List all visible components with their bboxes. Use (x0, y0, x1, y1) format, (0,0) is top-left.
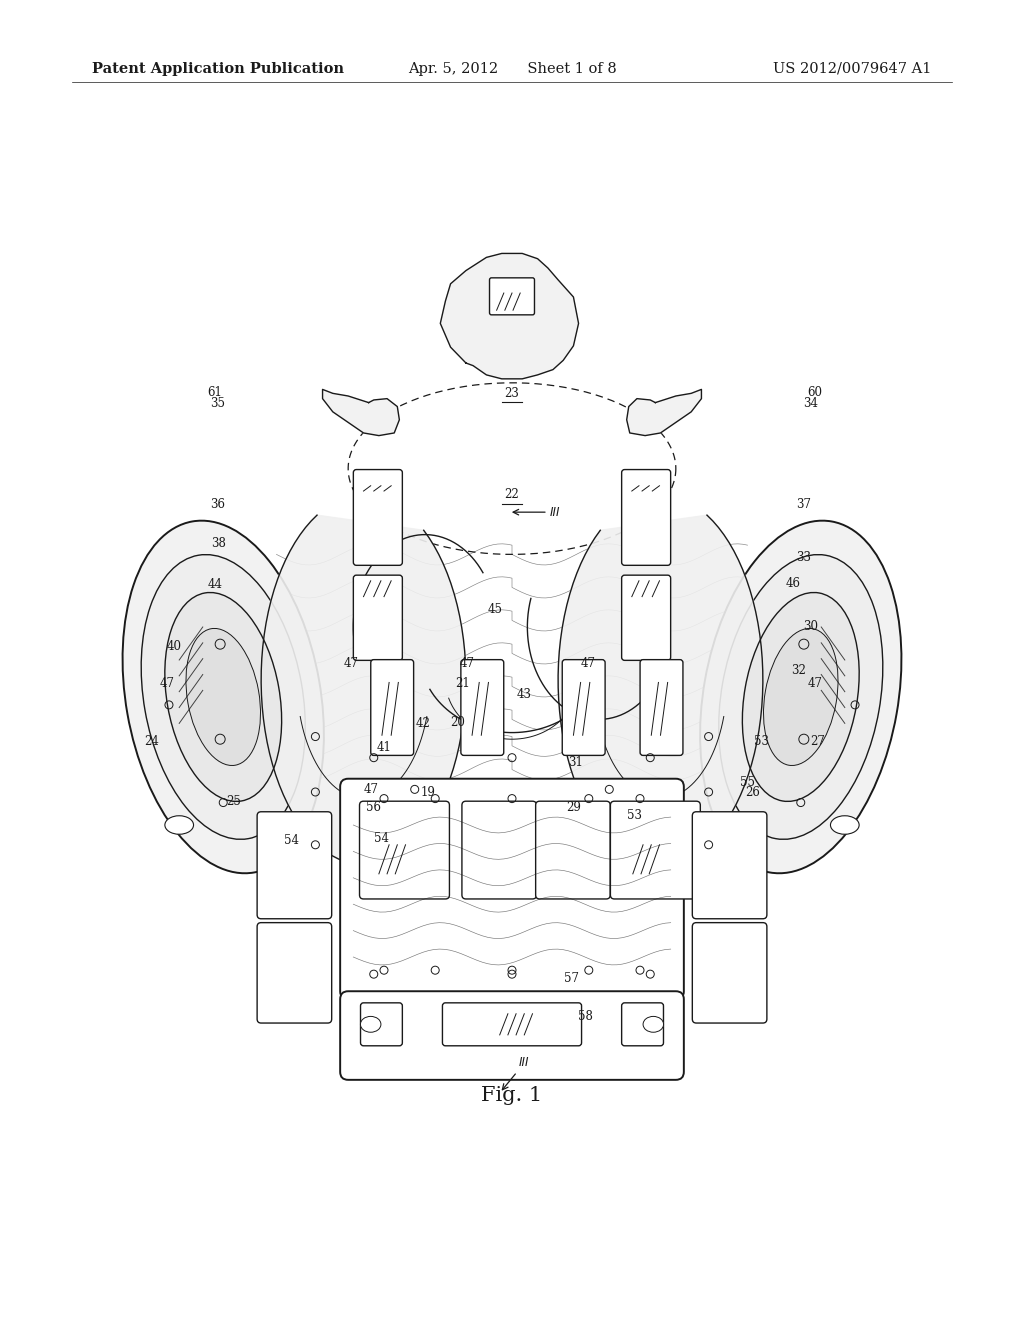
Polygon shape (323, 389, 399, 436)
Text: 21: 21 (456, 677, 470, 690)
Text: 27: 27 (810, 735, 824, 748)
Text: 56: 56 (367, 801, 381, 814)
Text: 43: 43 (517, 688, 531, 701)
Text: 57: 57 (564, 972, 579, 985)
Ellipse shape (700, 520, 901, 874)
Text: 38: 38 (211, 537, 225, 550)
Text: 31: 31 (568, 756, 583, 770)
Text: 35: 35 (211, 397, 225, 411)
Text: 42: 42 (416, 717, 430, 730)
Text: 58: 58 (579, 1010, 593, 1023)
Polygon shape (261, 515, 466, 865)
Text: 47: 47 (460, 657, 474, 671)
Text: 53: 53 (628, 809, 642, 822)
Text: 45: 45 (488, 603, 503, 616)
FancyBboxPatch shape (489, 277, 535, 315)
Text: 54: 54 (375, 832, 389, 845)
FancyBboxPatch shape (461, 660, 504, 755)
Text: 47: 47 (344, 657, 358, 671)
Ellipse shape (165, 593, 282, 801)
Polygon shape (558, 515, 763, 865)
Text: 37: 37 (797, 498, 811, 511)
Text: 23: 23 (505, 387, 519, 400)
Text: 47: 47 (808, 677, 822, 690)
Ellipse shape (123, 520, 324, 874)
FancyBboxPatch shape (610, 801, 700, 899)
Text: 44: 44 (208, 578, 222, 591)
Text: 61: 61 (208, 385, 222, 399)
Ellipse shape (719, 554, 883, 840)
FancyBboxPatch shape (360, 1003, 402, 1045)
Text: 32: 32 (792, 664, 806, 677)
Text: US 2012/0079647 A1: US 2012/0079647 A1 (773, 62, 932, 75)
Text: 25: 25 (226, 795, 241, 808)
FancyBboxPatch shape (622, 470, 671, 565)
Text: 36: 36 (211, 498, 225, 511)
Text: 29: 29 (566, 801, 581, 814)
Text: Apr. 5, 2012  Sheet 1 of 8: Apr. 5, 2012 Sheet 1 of 8 (408, 62, 616, 75)
Ellipse shape (643, 1016, 664, 1032)
FancyBboxPatch shape (640, 660, 683, 755)
FancyBboxPatch shape (257, 923, 332, 1023)
FancyBboxPatch shape (692, 923, 767, 1023)
Ellipse shape (165, 816, 194, 834)
FancyBboxPatch shape (462, 801, 537, 899)
Ellipse shape (830, 816, 859, 834)
FancyBboxPatch shape (353, 470, 402, 565)
FancyBboxPatch shape (353, 576, 402, 660)
Polygon shape (627, 389, 701, 436)
Text: 46: 46 (786, 577, 801, 590)
Text: 54: 54 (285, 834, 299, 847)
Text: Fig. 1: Fig. 1 (481, 1086, 543, 1105)
Ellipse shape (764, 628, 838, 766)
FancyBboxPatch shape (359, 801, 450, 899)
FancyBboxPatch shape (257, 812, 332, 919)
FancyBboxPatch shape (340, 991, 684, 1080)
Text: 19: 19 (421, 785, 435, 799)
Text: III: III (519, 1056, 529, 1069)
Text: 60: 60 (808, 385, 822, 399)
FancyBboxPatch shape (562, 660, 605, 755)
Text: 24: 24 (144, 735, 159, 748)
Text: Patent Application Publication: Patent Application Publication (92, 62, 344, 75)
FancyBboxPatch shape (340, 779, 684, 999)
Text: 41: 41 (377, 741, 391, 754)
FancyBboxPatch shape (536, 801, 610, 899)
Text: 47: 47 (160, 677, 174, 690)
FancyBboxPatch shape (442, 1003, 582, 1045)
Text: 47: 47 (581, 657, 595, 671)
FancyBboxPatch shape (622, 576, 671, 660)
Text: 30: 30 (804, 620, 818, 634)
Ellipse shape (186, 628, 260, 766)
Text: 26: 26 (745, 785, 760, 799)
Text: 34: 34 (804, 397, 818, 411)
Text: III: III (550, 506, 560, 519)
Ellipse shape (742, 593, 859, 801)
Polygon shape (440, 253, 579, 379)
Text: 55: 55 (740, 776, 755, 789)
Text: 33: 33 (797, 550, 811, 564)
Text: 47: 47 (364, 783, 378, 796)
Text: 53: 53 (755, 735, 769, 748)
Ellipse shape (141, 554, 305, 840)
Ellipse shape (360, 1016, 381, 1032)
Text: 22: 22 (505, 488, 519, 502)
FancyBboxPatch shape (622, 1003, 664, 1045)
Text: 40: 40 (167, 640, 181, 653)
FancyBboxPatch shape (371, 660, 414, 755)
FancyBboxPatch shape (692, 812, 767, 919)
Text: 20: 20 (451, 715, 465, 729)
